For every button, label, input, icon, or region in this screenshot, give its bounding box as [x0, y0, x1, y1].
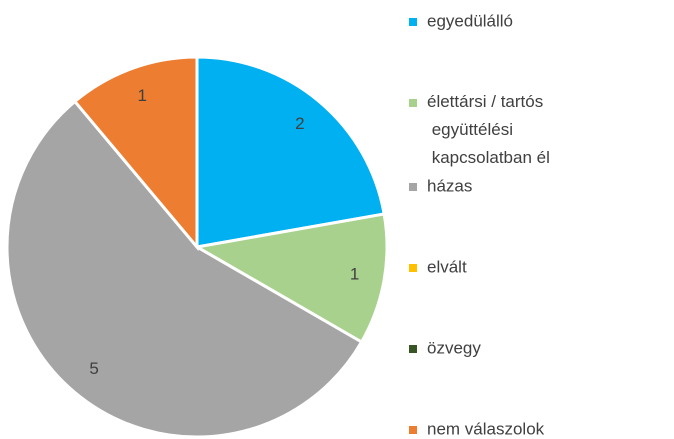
legend-label: nem válaszolok: [427, 419, 545, 438]
legend-swatch: [409, 345, 417, 353]
legend-label: egyedülálló: [427, 11, 513, 30]
legend-swatch: [409, 264, 417, 272]
legend-swatch: [409, 426, 417, 434]
pie-slice: [192, 212, 389, 345]
legend-swatch: [409, 18, 417, 26]
pie-slice: [195, 55, 386, 249]
legend-label: házas: [427, 176, 472, 195]
legend-swatch: [409, 183, 417, 191]
data-label: 5: [89, 359, 98, 378]
pie-slice: [72, 55, 199, 252]
data-label: 1: [138, 86, 147, 105]
legend-swatch: [409, 99, 417, 107]
data-label: 2: [295, 114, 304, 133]
legend-label: élettársi / tartós együttélési kapcsolat…: [427, 92, 550, 167]
pie-slice: [5, 99, 364, 439]
legend-label: özvegy: [427, 338, 481, 357]
data-label: 1: [350, 264, 359, 283]
legend-label: elvált: [427, 257, 467, 276]
